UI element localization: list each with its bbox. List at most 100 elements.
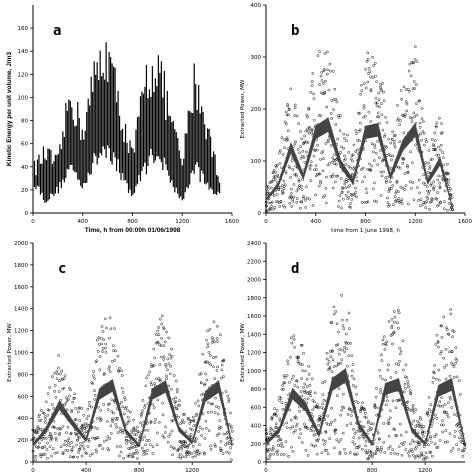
scatter-point (356, 148, 359, 152)
scatter-point (209, 444, 212, 448)
scatter-point (196, 399, 200, 403)
scatter-point (316, 143, 319, 147)
scatter-point (331, 350, 334, 353)
scatter-point (209, 363, 213, 367)
scatter-point (109, 432, 113, 435)
scatter-point (324, 187, 328, 190)
scatter-point (375, 80, 378, 83)
scatter-point (380, 447, 383, 451)
scatter-point (414, 425, 418, 428)
scatter-point (265, 204, 268, 208)
scatter-point (311, 204, 315, 207)
scatter-point (276, 173, 279, 177)
scatter-point (319, 158, 322, 161)
scatter-point (108, 402, 111, 406)
scatter-point (391, 399, 395, 403)
x-tick-label: 800 (360, 219, 371, 225)
scatter-point (46, 413, 50, 417)
y-tick-label: 1400 (247, 332, 261, 338)
scatter-point (132, 426, 136, 430)
scatter-point (311, 399, 315, 402)
scatter-point (198, 443, 201, 447)
scatter-point (265, 432, 268, 435)
scatter-point (340, 191, 344, 194)
scatter-point (285, 426, 289, 429)
scatter-point (325, 421, 328, 425)
scatter-point (129, 410, 132, 414)
scatter-point (405, 164, 409, 167)
scatter-point (307, 106, 311, 110)
scatter-point (406, 171, 410, 175)
scatter-point (375, 200, 379, 204)
scatter-point (387, 320, 391, 323)
scatter-point (406, 380, 410, 383)
scatter-point (366, 51, 370, 55)
scatter-point (457, 448, 460, 451)
scatter-point (429, 451, 433, 454)
scatter-point (153, 356, 157, 360)
scatter-point (373, 452, 376, 455)
scatter-point (295, 114, 299, 118)
scatter-point (382, 99, 386, 103)
scatter-point (289, 336, 293, 340)
x-axis-label: Time, h from 00:00h 01/06/1998 (85, 227, 181, 234)
scatter-point (403, 188, 407, 191)
scatter-point (434, 139, 437, 142)
scatter-point (105, 438, 109, 442)
scatter-point (198, 373, 201, 376)
scatter-point (54, 436, 58, 440)
scatter-point (429, 183, 433, 187)
scatter-point (182, 421, 186, 424)
scatter-point (289, 87, 293, 91)
scatter-point (299, 156, 303, 160)
scatter-point (403, 172, 407, 175)
scatter-point (317, 114, 321, 117)
scatter-point (424, 161, 427, 165)
scatter-point (350, 194, 354, 197)
scatter-point (435, 333, 439, 337)
scatter-point (314, 432, 318, 436)
scatter-point (218, 419, 222, 422)
scatter-point (396, 321, 399, 325)
scatter-point (349, 166, 352, 170)
scatter-point (69, 431, 73, 435)
scatter-point (116, 416, 119, 420)
scatter-point (98, 355, 102, 358)
scatter-point (96, 427, 99, 430)
scatter-point (310, 84, 314, 87)
scatter-point (120, 374, 124, 377)
scatter-point (380, 89, 383, 92)
scatter-point (158, 378, 162, 382)
scatter-point (50, 437, 54, 441)
scatter-point (59, 399, 62, 402)
scatter-point (449, 449, 453, 453)
scatter-point (99, 443, 102, 447)
scatter-point (303, 398, 306, 401)
scatter-point (72, 396, 76, 400)
scatter-point (352, 436, 356, 439)
scatter-point (437, 378, 441, 382)
scatter-point (75, 443, 78, 447)
scatter-point (292, 183, 296, 186)
scatter-point (460, 449, 464, 453)
scatter-point (300, 200, 304, 204)
scatter-point (435, 153, 439, 157)
scatter-point (365, 60, 369, 63)
scatter-point (291, 168, 295, 171)
scatter-point (207, 429, 211, 433)
scatter-point (179, 456, 183, 460)
scatter-point (149, 421, 153, 424)
scatter-point (330, 144, 333, 147)
scatter-point (322, 69, 326, 73)
x-tick-label: 400 (78, 219, 89, 225)
scatter-point (103, 439, 106, 443)
scatter-point (132, 427, 136, 431)
scatter-point (69, 388, 72, 392)
scatter-point (372, 150, 375, 154)
scatter-point (436, 191, 440, 194)
scatter-point (358, 420, 362, 423)
scatter-point (170, 354, 174, 358)
scatter-point (433, 185, 436, 189)
x-tick-label: 800 (127, 219, 138, 225)
scatter-point (156, 431, 159, 435)
